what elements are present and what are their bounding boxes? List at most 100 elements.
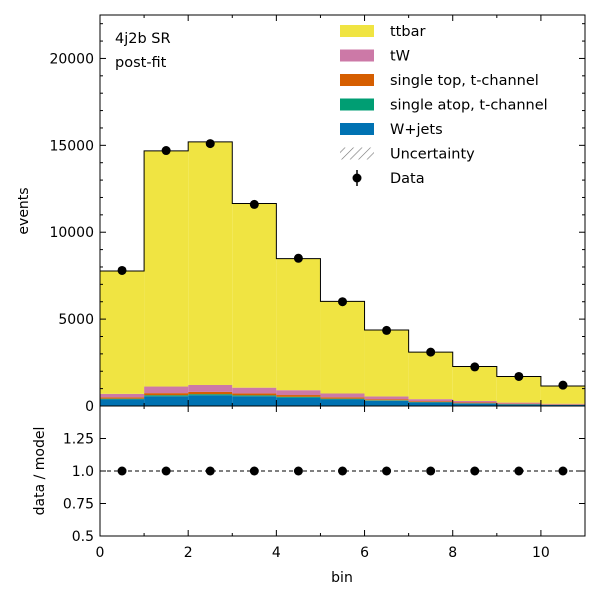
main-y-axis-label: events [16, 187, 32, 234]
bar-segment [144, 386, 189, 394]
main-y-tick-label: 0 [85, 399, 94, 415]
legend-swatch [340, 98, 374, 111]
data-point [338, 297, 347, 307]
bar-segment [276, 390, 321, 396]
bar-segment [188, 395, 233, 406]
main-y-tick-label: 20000 [49, 51, 94, 67]
legend-swatch [340, 74, 374, 86]
ratio-point [558, 466, 568, 476]
legend-label: single top, t-channel [390, 73, 539, 89]
bar-segment [188, 391, 233, 395]
x-tick-label: 10 [532, 545, 550, 561]
data-point [293, 253, 303, 263]
bar-segment [320, 393, 365, 398]
bar-segment [320, 399, 365, 406]
bar-segment [232, 203, 277, 388]
bar-segment [496, 404, 541, 406]
ratio-y-tick-label: 0.75 [63, 497, 94, 513]
bar-segment [144, 150, 189, 387]
main-y-tick-label: 15000 [49, 138, 94, 154]
data-point [249, 199, 259, 209]
bar-segment [408, 401, 453, 403]
data-point [161, 146, 171, 156]
bar-segment [100, 399, 145, 406]
ratio-point [249, 466, 259, 476]
bar-segment [540, 386, 585, 404]
bar-segment [452, 402, 497, 404]
legend-label: ttbar [390, 24, 425, 40]
data-point [382, 325, 392, 335]
ratio-point [338, 466, 347, 476]
ratio-point [293, 466, 303, 476]
legend-swatch [340, 123, 374, 135]
bar-segment [144, 396, 189, 406]
bar-segment [540, 403, 585, 405]
x-tick-label: 6 [360, 545, 369, 561]
legend-uncertainty-swatch [340, 147, 374, 160]
bar-segment [364, 400, 409, 406]
main-y-tick-label: 5000 [58, 312, 94, 328]
bar-segment [188, 394, 233, 396]
bar-segment [452, 400, 497, 403]
bar-segment [452, 366, 497, 401]
bar-segment [320, 397, 365, 399]
bar-segment [496, 403, 541, 405]
bar-segment [276, 395, 321, 397]
bar-segment [408, 402, 453, 406]
bar-segment [100, 397, 145, 399]
x-tick-label: 8 [448, 545, 457, 561]
legend-label: tW [390, 49, 410, 65]
legend: ttbar tW single top, t-channel single atop,… [340, 24, 548, 187]
data-point [558, 380, 568, 390]
bar-segment [276, 397, 321, 406]
legend-label: W+jets [390, 122, 443, 138]
bar-segment [320, 301, 365, 394]
x-tick-label: 4 [272, 545, 281, 561]
bar-segment [408, 399, 453, 402]
ratio-y-axis-label: data / model [32, 427, 48, 516]
legend-swatch [340, 25, 374, 37]
legend-data-marker [352, 173, 362, 183]
bar-segment [232, 395, 277, 397]
data-point [117, 265, 127, 275]
bar-segment [188, 141, 233, 385]
bar-segment [276, 396, 321, 398]
ratio-point [161, 466, 171, 476]
ratio-point [205, 466, 215, 476]
ratio-point [470, 466, 480, 476]
bar-segment [188, 384, 233, 392]
main-panel: 0 5000 10000 15000 20000 4j2b SR post-fit ev… [16, 14, 586, 415]
bar-segment [276, 258, 321, 391]
ratio-y-tick-label: 0.5 [72, 529, 94, 545]
bar-segment [364, 396, 409, 400]
main-y-tick-label: 10000 [49, 225, 94, 241]
legend-label: Data [390, 171, 425, 187]
bar-segment [144, 393, 189, 396]
bar-segment [144, 395, 189, 397]
data-point [514, 371, 524, 381]
x-tick-label: 0 [96, 545, 105, 561]
ratio-point [382, 466, 392, 476]
ratio-panel: 0.5 0.75 1.0 1.25 0 2 4 6 8 10 data / model bin [32, 405, 586, 586]
bar-segment [364, 330, 409, 397]
ratio-y-tick-label: 1.0 [72, 464, 94, 480]
annotation-region: 4j2b SR [115, 31, 171, 47]
x-tick-label: 2 [184, 545, 193, 561]
bar-segment [364, 399, 409, 401]
bar-segment [100, 398, 145, 400]
ratio-point [514, 466, 524, 476]
data-point [470, 362, 480, 372]
bar-segment [232, 396, 277, 406]
legend-label: Uncertainty [390, 147, 475, 163]
ratio-point [117, 466, 127, 476]
bar-segment [408, 352, 453, 400]
bar-segment [496, 402, 541, 404]
data-point [426, 347, 436, 357]
bar-segment [100, 393, 145, 398]
legend-swatch [340, 49, 374, 62]
annotation-fit: post-fit [115, 55, 167, 71]
ratio-point [426, 466, 436, 476]
data-point [205, 139, 215, 149]
ratio-y-tick-label: 1.25 [63, 432, 94, 448]
